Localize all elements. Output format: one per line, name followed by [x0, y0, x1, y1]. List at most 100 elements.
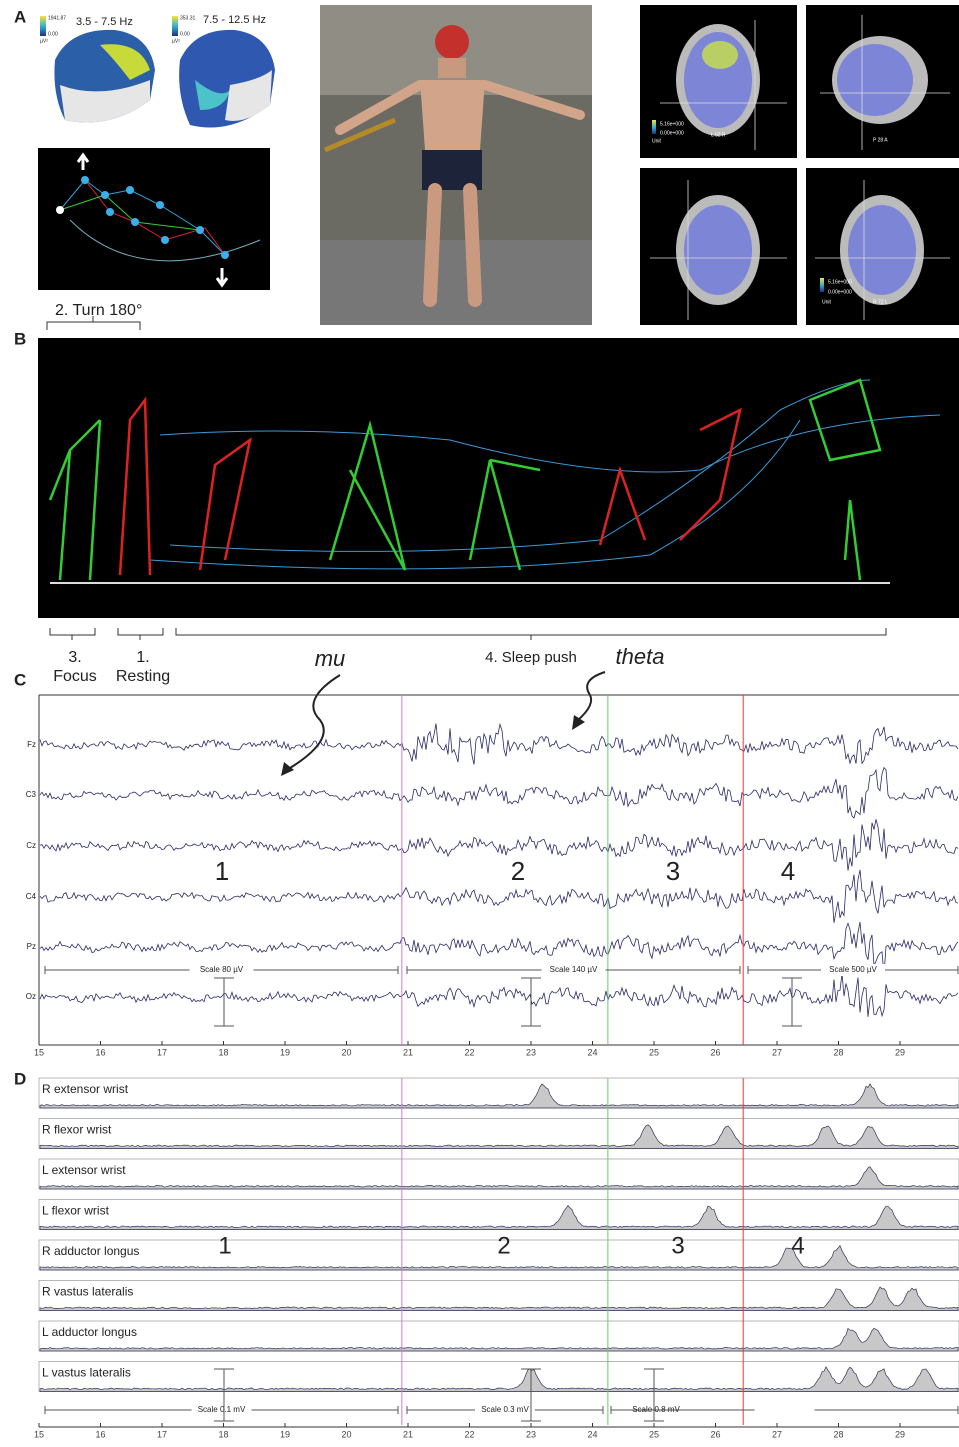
amplitude-bar: [521, 978, 541, 1026]
scale-unit: µV²: [172, 38, 180, 44]
scale-max: 1941.87: [48, 15, 66, 21]
x-tick-label: 19: [280, 1429, 290, 1439]
row-box: [39, 1078, 959, 1108]
phase-label: 3.: [68, 649, 81, 666]
eeg-trace: [40, 819, 958, 870]
arrow: [578, 672, 605, 720]
x-tick-label: 21: [403, 1047, 413, 1057]
channel-label: Fz: [27, 740, 36, 749]
channel-label: Oz: [26, 992, 36, 1001]
x-tick-label: 24: [587, 1047, 597, 1057]
x-tick-label: 19: [280, 1047, 290, 1057]
x-tick-label: 28: [833, 1429, 843, 1439]
x-tick-label: 26: [710, 1429, 720, 1439]
x-tick-label: 22: [464, 1429, 474, 1439]
row-box: [39, 1321, 959, 1351]
muscle-label: L extensor wrist: [42, 1163, 126, 1177]
amplitude-bar: [782, 978, 802, 1026]
eeg-trace: [40, 974, 958, 1017]
x-tick-label: 29: [895, 1429, 905, 1439]
eeg-trace: [40, 922, 958, 975]
scale-min: 0.00e+000: [660, 130, 684, 136]
x-tick-label: 27: [772, 1047, 782, 1057]
emg-envelope: [40, 1328, 958, 1351]
x-tick-label: 16: [95, 1047, 105, 1057]
orientation: R 72 L: [873, 299, 888, 305]
segment-label: 1: [215, 856, 229, 886]
scale-label: Scale 0.8 mV: [632, 1405, 680, 1414]
muscle-label: L flexor wrist: [42, 1204, 110, 1218]
scale-min: 0.00e+000: [828, 289, 852, 295]
figure: A 3.5 - 7.5 Hz 1941.87 0.00 µV² 7.5 - 12…: [0, 0, 959, 1442]
muscle-label: R flexor wrist: [42, 1123, 112, 1137]
page: A 3.5 - 7.5 Hz 1941.87 0.00 µV² 7.5 - 12…: [0, 0, 959, 1442]
amplitude-bar: [214, 978, 234, 1026]
x-tick-label: 20: [341, 1047, 351, 1057]
segment-label: 2: [497, 1232, 510, 1259]
x-tick-label: 27: [772, 1429, 782, 1439]
eeg-trace: [40, 724, 958, 765]
x-tick-label: 15: [34, 1047, 44, 1057]
x-tick-label: 20: [341, 1429, 351, 1439]
eeg-trace: [40, 870, 958, 923]
muscle-label: R extensor wrist: [42, 1082, 129, 1096]
arrow: [290, 675, 340, 768]
emg-envelope: [40, 1287, 958, 1311]
x-tick-label: 23: [526, 1429, 536, 1439]
subject-photo: [320, 5, 592, 325]
network-graph: [38, 148, 270, 290]
panel-label: D: [14, 1069, 26, 1088]
phase-label: 2. Turn 180°: [55, 302, 142, 319]
emg-envelope: [40, 1206, 958, 1230]
panel-label: A: [14, 7, 26, 26]
scale-label: Scale 80 µV: [200, 965, 244, 974]
scale-max: 353.31: [180, 15, 196, 21]
row-box: [39, 1281, 959, 1311]
emg-panel: R extensor wrist R flexor wrist L extensor…: [34, 1078, 959, 1439]
channel-label: C4: [26, 892, 37, 901]
channel-label: Pz: [27, 942, 36, 951]
annotation: theta: [616, 644, 665, 669]
phase-label: 1.: [136, 649, 149, 666]
phase-label: Resting: [116, 668, 170, 685]
scale-bg: [755, 1404, 815, 1416]
panel-label: B: [14, 329, 26, 348]
x-tick-label: 18: [218, 1047, 228, 1057]
band-label: 3.5 - 7.5 Hz: [76, 16, 133, 28]
segment-label: 4: [791, 1232, 804, 1259]
eeg-trace: [40, 768, 958, 818]
segment-label: 2: [511, 856, 525, 886]
x-tick-label: 26: [710, 1047, 720, 1057]
phase-label: 4. Sleep push: [485, 649, 577, 666]
scale-label: Scale 0.3 mV: [481, 1405, 529, 1414]
phase-label: Focus: [53, 668, 97, 685]
motion-capture: [38, 338, 959, 618]
x-tick-label: 29: [895, 1047, 905, 1057]
orientation: P 28 A: [873, 137, 888, 143]
scale-unit: Unit: [822, 299, 832, 305]
scale-label: Scale 500 µV: [829, 965, 877, 974]
scale-min: 0.00: [48, 31, 58, 37]
segment-label: 3: [671, 1232, 684, 1259]
segment-label: 3: [666, 856, 680, 886]
x-tick-label: 15: [34, 1429, 44, 1439]
scale-min: 0.00: [180, 31, 190, 37]
row-box: [39, 1159, 959, 1189]
x-tick-label: 21: [403, 1429, 413, 1439]
x-tick-label: 25: [649, 1429, 659, 1439]
orientation: L 52 R: [711, 132, 726, 138]
scale-unit: Unit: [652, 138, 662, 144]
x-tick-label: 23: [526, 1047, 536, 1057]
x-tick-label: 22: [464, 1047, 474, 1057]
emg-envelope: [40, 1084, 958, 1108]
emg-envelope: [40, 1367, 958, 1392]
arrow: [281, 762, 294, 776]
x-tick-label: 25: [649, 1047, 659, 1057]
scale-unit: µV²: [40, 38, 48, 44]
scale-max: 5.16e+000: [660, 121, 684, 127]
scale-label: Scale 140 µV: [550, 965, 598, 974]
segment-label: 1: [218, 1232, 231, 1259]
x-tick-label: 24: [587, 1429, 597, 1439]
x-tick-label: 28: [833, 1047, 843, 1057]
